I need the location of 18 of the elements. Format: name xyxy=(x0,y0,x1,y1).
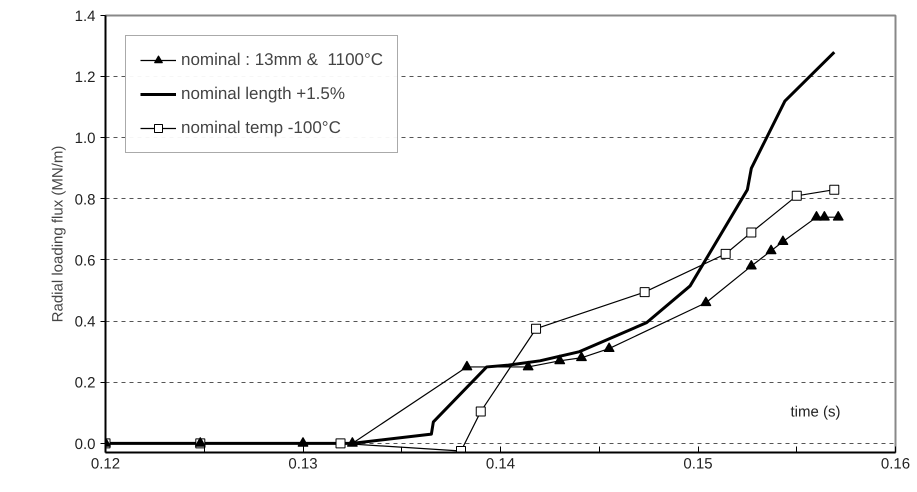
y-tick-label: 0.0 xyxy=(74,436,96,453)
x-tick-label: 0.16 xyxy=(880,456,910,472)
y-tick-label: 1.2 xyxy=(74,69,96,86)
legend-label: nominal : 13mm & 1100°C xyxy=(181,50,384,70)
x-tick-label: 0.12 xyxy=(90,456,120,472)
y-tick-label: 1.0 xyxy=(74,130,96,148)
legend-label: nominal length +1.5% xyxy=(181,84,345,104)
x-tick-label: 0.15 xyxy=(683,456,713,472)
x-axis-title: time (s) xyxy=(790,404,841,420)
legend-label: nominal temp -100°C xyxy=(181,118,341,138)
y-tick-label: 0.4 xyxy=(74,314,96,331)
y-tick-label: 0.6 xyxy=(74,252,96,270)
y-axis-title: Radial loading flux (MN/m) xyxy=(50,146,67,322)
x-tick-label: 0.14 xyxy=(486,456,516,472)
y-tick-label: 0.2 xyxy=(74,374,96,392)
y-tick-label: 0.8 xyxy=(74,191,96,208)
x-tick-label: 0.13 xyxy=(288,456,318,472)
y-tick-label: 1.4 xyxy=(74,8,96,25)
